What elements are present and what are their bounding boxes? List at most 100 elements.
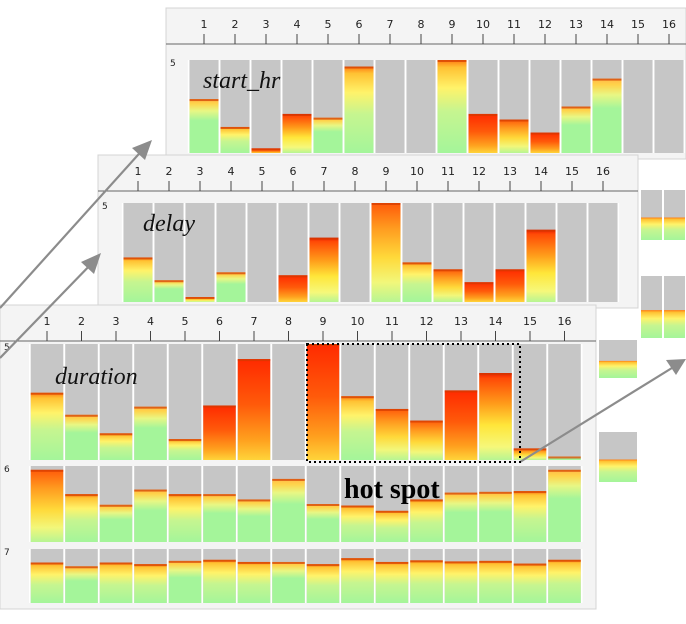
panel-title: duration [55,364,138,390]
column-tick-label: 15 [523,315,537,328]
cell-bar-cap [99,504,133,507]
cell-bar [237,359,271,460]
cell-track [557,203,587,302]
column-tick-label: 3 [197,165,204,178]
cell-bar [237,561,271,603]
cell-bar [203,405,236,460]
cell-bar-cap [123,257,153,260]
cell-bar [499,119,529,153]
cell-bar [251,148,281,153]
cell-bar [134,406,167,460]
cell-bar-cap [499,119,529,122]
cell-bar [168,494,202,542]
cell-bar [99,504,133,542]
cell-bar [341,396,374,460]
column-tick-label: 15 [565,165,579,178]
cell-bar [185,297,215,302]
cell-bar-cap [203,559,236,562]
cell-bar-cap [464,282,494,285]
row-label: 7 [4,548,10,558]
row-label: 5 [170,59,176,69]
cell-bar [444,561,478,603]
cell-bar [123,257,153,302]
cell-bar [513,491,547,542]
cell-track [406,60,436,153]
cell-bar [341,558,374,603]
cell-bar-cap [548,469,581,472]
cell-bar [344,66,374,153]
cell-track [247,203,277,302]
cell-track [588,203,618,302]
cell-bar [278,275,308,302]
cell-bar [272,561,305,603]
cell-bar [282,113,312,153]
cell-bar [65,414,98,460]
cell-bar-cap [479,373,512,375]
cell-bar [402,262,432,302]
cell-bar-cap [561,106,591,109]
cell-bar [30,469,64,542]
cell-bar-cap [479,560,512,563]
cell-bar-cap [134,406,167,409]
column-tick-label: 2 [232,18,239,31]
cell-bar-cap [530,132,560,135]
cell-bar-cap [375,561,409,564]
cell-bar-cap [65,566,98,569]
cell-bar-cap [513,448,547,451]
arrow-head-delay [81,253,101,274]
cell-bar-cap [548,456,581,459]
column-tick-label: 4 [228,165,235,178]
cell-bar-cap [513,563,547,566]
cell-bar [495,269,525,302]
arrow-to-start-hr [0,145,147,309]
cell-bar-cap [65,494,98,497]
cell-track [513,344,547,460]
cell-track [340,203,370,302]
cell-bar [30,562,64,603]
cell-track [272,344,305,460]
cell-bar-cap [237,359,271,362]
cell-bar [548,469,581,542]
cell-bar-cap [479,491,512,494]
cell-bar [168,560,202,603]
column-tick-label: 1 [135,165,142,178]
row-label: 6 [4,465,10,475]
row-label: 5 [102,202,108,212]
cell-bar-cap [272,561,305,564]
column-tick-label: 15 [631,18,645,31]
cell-bar [220,126,250,153]
cell-bar-cap [468,113,498,116]
cell-bar [65,566,98,603]
cell-bar-cap [154,280,184,283]
cell-bar-cap [168,439,202,442]
cell-bar-cap [309,237,339,240]
cell-track [375,60,405,153]
cell-bar [272,478,305,542]
cell-bar-cap [341,396,374,399]
cell-bar-cap [251,148,281,151]
back-row-bar [664,217,685,240]
column-tick-label: 16 [596,165,610,178]
cell-bar-cap [592,78,622,81]
cell-bar-cap [526,229,556,232]
column-tick-label: 4 [294,18,301,31]
cell-bar-cap [444,561,478,564]
column-tick-label: 9 [449,18,456,31]
cell-bar [306,564,340,603]
cell-bar [134,564,167,603]
column-tick-label: 10 [410,165,424,178]
panel-title: start_hr [203,68,281,94]
cell-bar-cap [65,414,98,417]
cell-bar-cap [168,494,202,497]
back-row-bar [664,310,685,338]
column-tick-label: 7 [251,315,258,328]
cell-bar [410,560,443,603]
column-tick-label: 14 [489,315,503,328]
cell-bar-cap [282,113,312,116]
cell-bar-cap [168,560,202,563]
cell-bar [464,282,494,302]
cell-bar [375,510,409,542]
arrow-head-start-hr [132,140,152,160]
